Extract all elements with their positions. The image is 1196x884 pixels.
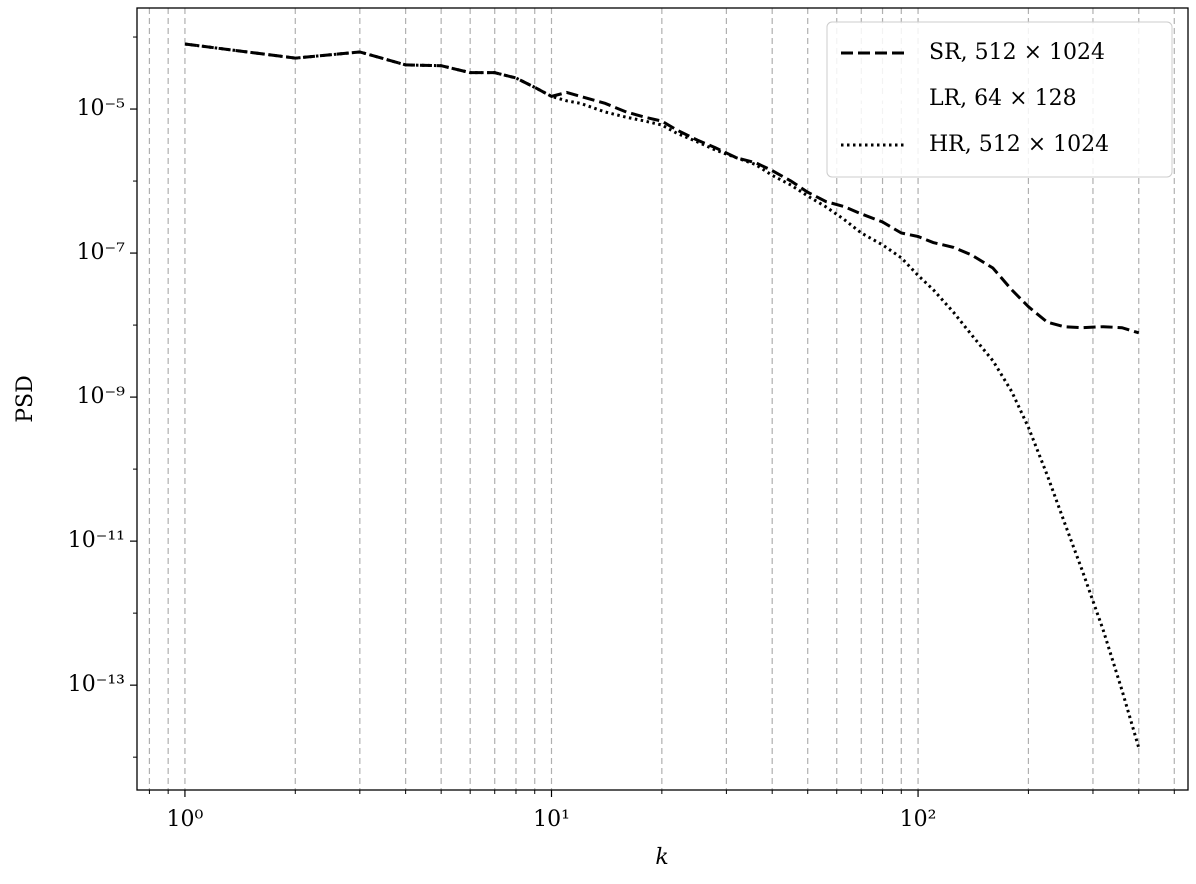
- plot-frame: [136, 7, 1189, 791]
- y-tick-label: 10⁻⁵: [77, 96, 125, 121]
- series-line: [184, 42, 1140, 335]
- x-tick-label: 10²: [900, 807, 937, 832]
- y-axis-label: PSD: [13, 375, 38, 423]
- x-tick-label: 10⁰: [167, 807, 204, 832]
- legend-label: LR, 64 × 128: [929, 86, 1077, 111]
- legend-box: [826, 21, 1173, 178]
- x-axis-label: k: [655, 845, 668, 870]
- y-tick-label: 10⁻¹³: [68, 672, 125, 697]
- y-tick-label: 10⁻⁹: [77, 384, 126, 409]
- legend-label: SR, 512 × 1024: [929, 40, 1105, 65]
- x-tick-label: 10¹: [533, 807, 570, 832]
- legend-label: HR, 512 × 1024: [929, 132, 1109, 157]
- y-tick-label: 10⁻⁷: [77, 240, 126, 265]
- series-line: [184, 42, 792, 183]
- y-tick-label: 10⁻¹¹: [68, 528, 125, 553]
